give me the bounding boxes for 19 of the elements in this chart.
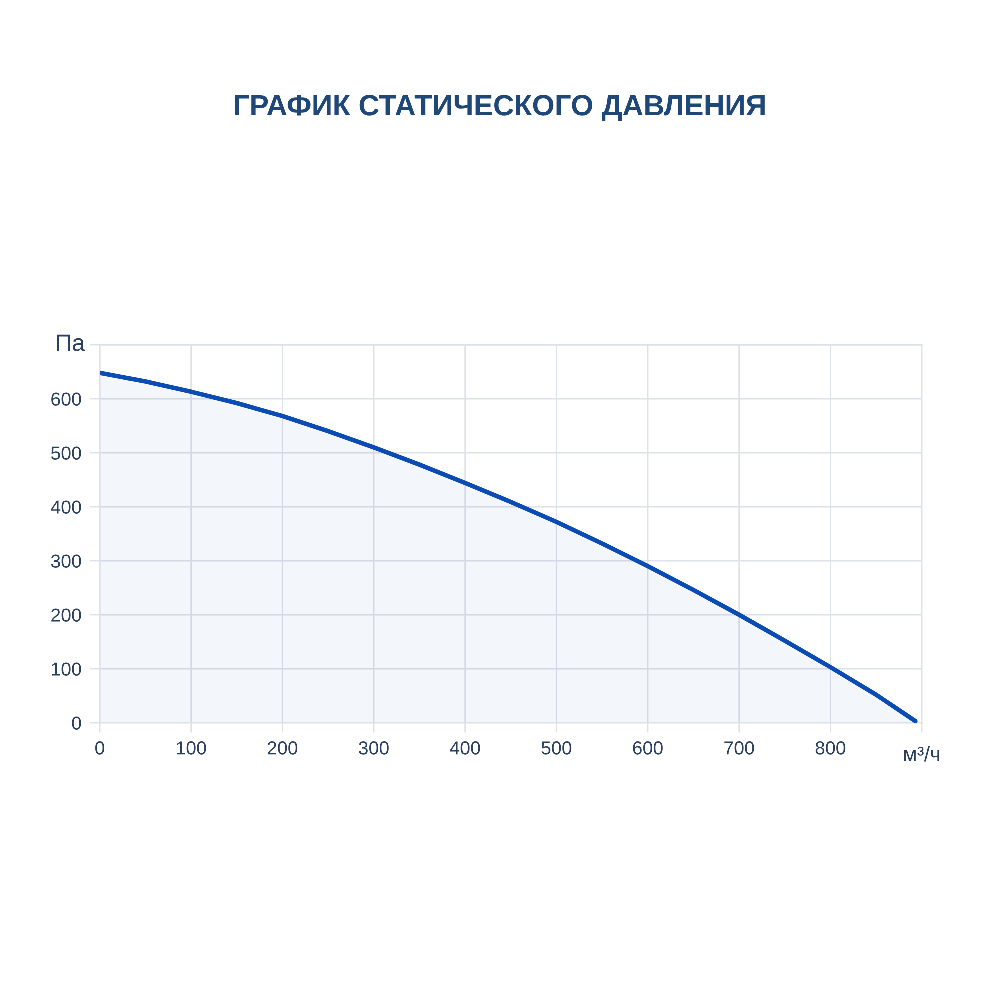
x-tick-label: 0	[96, 742, 104, 755]
x-tick-label: 200	[268, 742, 298, 755]
y-tick-label: 400	[51, 500, 82, 514]
x-tick-label: 700	[724, 742, 754, 755]
y-tick-label: 0	[72, 716, 82, 730]
x-tick-label: 300	[359, 742, 389, 755]
y-axis-title: Па	[57, 334, 86, 352]
x-tick-label: 100	[177, 742, 206, 755]
y-tick-label: 600	[52, 392, 82, 406]
y-tick-label: 200	[52, 608, 82, 622]
x-tick-label: 600	[633, 742, 663, 755]
y-tick-label: 100	[52, 662, 82, 676]
x-axis-title: м³/ч	[904, 746, 940, 762]
x-tick-label: 500	[542, 742, 572, 755]
y-tick-label: 300	[51, 554, 82, 568]
y-tick-label: 500	[51, 446, 82, 460]
x-tick-label: 400	[450, 742, 480, 755]
x-tick-label: 800	[816, 742, 846, 755]
chart-title: ГРАФИК СТАТИЧЕСКОГО ДАВЛЕНИЯ	[235, 95, 765, 122]
